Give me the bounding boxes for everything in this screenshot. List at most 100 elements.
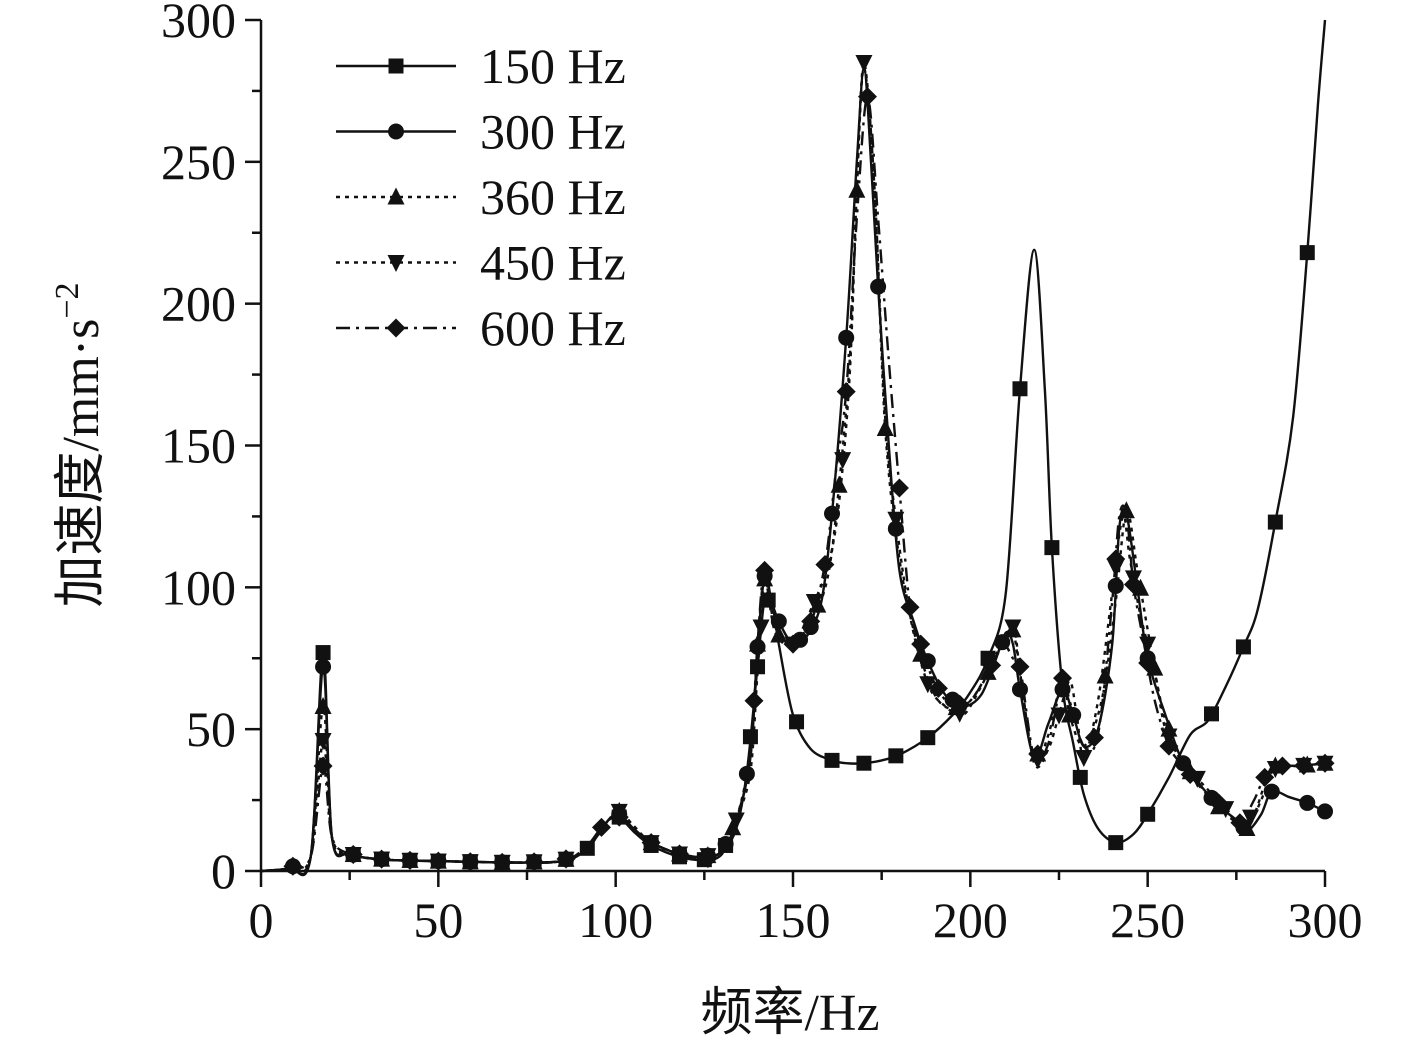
triangle-down-marker <box>887 511 905 529</box>
diamond-marker <box>670 844 690 864</box>
x-tick-label: 0 <box>249 892 274 948</box>
x-tick-label: 150 <box>756 892 831 948</box>
triangle-up-marker <box>387 187 405 205</box>
circle-marker <box>1107 577 1124 594</box>
legend-item: 300 Hz <box>336 104 626 160</box>
axes: 0 50 100 150 200 250 300 0 50 100 150 200 250 300 <box>161 0 1363 948</box>
legend-item: 450 Hz <box>336 235 626 291</box>
diamond-marker <box>492 852 512 872</box>
diamond-marker <box>744 691 764 711</box>
diamond-marker <box>1138 653 1158 673</box>
y-axis-title-superscript: −2 <box>49 282 86 318</box>
x-tick-label: 250 <box>1110 892 1185 948</box>
diamond-marker <box>343 845 363 865</box>
triangle-down-marker <box>951 705 969 723</box>
diamond-marker <box>857 87 877 107</box>
diamond-marker <box>982 655 1002 675</box>
square-marker <box>388 58 404 74</box>
diamond-marker <box>372 849 392 869</box>
triangle-down-marker <box>1075 750 1093 768</box>
series-300-hz <box>260 66 1333 876</box>
triangle-down-marker <box>919 676 937 694</box>
diamond-marker <box>815 555 835 575</box>
diamond-marker <box>783 634 803 654</box>
diamond-marker <box>641 833 661 853</box>
series-600-hz <box>260 87 1335 876</box>
series-line <box>260 66 1326 876</box>
triangle-down-marker <box>387 255 405 272</box>
diamond-marker <box>900 597 920 617</box>
triangle-up-marker <box>1238 818 1256 836</box>
legend-label: 300 Hz <box>480 104 626 160</box>
diamond-marker <box>283 856 303 876</box>
diamond-marker <box>836 382 856 402</box>
square-marker <box>920 730 936 746</box>
diamond-marker <box>313 756 333 776</box>
square-marker <box>888 748 904 764</box>
square-marker <box>856 755 872 771</box>
diamond-marker <box>950 694 970 714</box>
square-marker <box>1140 806 1156 822</box>
legend-label: 360 Hz <box>480 169 626 225</box>
diamond-marker <box>524 852 544 872</box>
triangle-up-marker <box>314 696 332 714</box>
circle-marker <box>315 658 332 675</box>
diamond-marker <box>1315 753 1335 773</box>
square-marker <box>742 729 758 745</box>
diamond-marker <box>1028 744 1048 764</box>
triangle-down-marker <box>1139 636 1157 654</box>
circle-marker <box>1263 783 1280 800</box>
x-axis-title: 频率/Hz <box>700 985 879 1039</box>
triangle-up-marker <box>770 625 788 643</box>
legend-item: 150 Hz <box>336 38 626 94</box>
y-tick-label: 300 <box>161 0 236 48</box>
y-tick-label: 250 <box>161 134 236 190</box>
square-marker <box>1044 540 1060 556</box>
diamond-marker <box>928 678 948 698</box>
y-tick-label: 100 <box>161 559 236 615</box>
triangle-down-marker <box>1107 559 1125 577</box>
diamond-marker <box>1084 728 1104 748</box>
triangle-down-marker <box>1050 707 1068 725</box>
square-marker <box>824 752 840 768</box>
legend-item: 600 Hz <box>336 300 626 356</box>
diamond-marker <box>1209 793 1229 813</box>
diamond-marker <box>400 850 420 870</box>
circle-marker <box>1317 803 1333 820</box>
circle-marker <box>1011 681 1028 698</box>
diamond-marker <box>755 560 775 580</box>
diamond-marker <box>1106 549 1126 569</box>
square-marker <box>789 714 805 730</box>
x-tick-label: 300 <box>1288 892 1363 948</box>
x-tick-label: 100 <box>578 892 653 948</box>
triangle-down-marker <box>752 619 770 637</box>
diamond-marker <box>1294 756 1314 776</box>
legend: 150 Hz 300 Hz 360 Hz 450 Hz 600 Hz <box>336 38 626 356</box>
diamond-marker <box>1159 736 1179 756</box>
square-marker <box>1235 639 1251 655</box>
legend-label: 150 Hz <box>480 38 626 94</box>
square-marker <box>1012 381 1028 397</box>
triangle-down-marker <box>855 55 873 73</box>
square-marker <box>315 645 331 661</box>
square-marker <box>1204 706 1220 722</box>
diamond-marker <box>801 611 821 631</box>
triangle-up-marker <box>848 180 866 198</box>
diamond-marker <box>1180 765 1200 785</box>
legend-item: 360 Hz <box>336 169 626 225</box>
triangle-down-marker <box>1004 619 1022 637</box>
x-tick-label: 50 <box>413 892 463 948</box>
circle-marker <box>1299 794 1316 811</box>
circle-marker <box>388 123 404 140</box>
diamond-marker <box>1272 756 1292 776</box>
square-marker <box>1267 514 1283 530</box>
diamond-marker <box>609 807 629 827</box>
diamond-marker <box>1010 657 1030 677</box>
diamond-marker <box>911 634 931 654</box>
y-tick-label: 200 <box>161 276 236 332</box>
legend-label: 450 Hz <box>480 235 626 291</box>
square-marker <box>1299 245 1315 261</box>
triangle-up-marker <box>1146 658 1164 676</box>
legend-label: 600 Hz <box>480 300 626 356</box>
